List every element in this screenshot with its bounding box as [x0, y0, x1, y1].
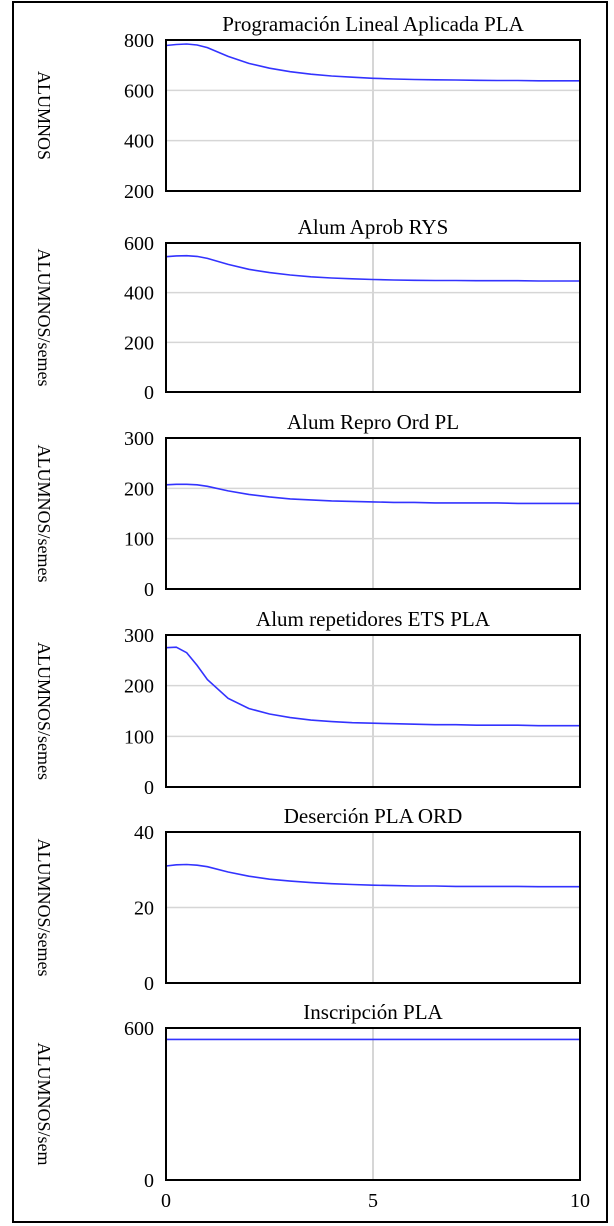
y-tick-label-3-0: 300: [124, 625, 154, 647]
plot-area-4: [165, 831, 581, 984]
y-tick-label-1-0: 600: [124, 233, 154, 255]
y-axis-label-3: ALUMNOS/semes: [34, 642, 54, 780]
x-tick-label-1: 5: [368, 1190, 378, 1212]
chart-title-0: Programación Lineal Aplicada PLA: [222, 12, 524, 36]
y-tick-label-5-1: 0: [144, 1170, 154, 1192]
y-axis-label-2: ALUMNOS/semes: [34, 445, 54, 583]
y-axis-label-4: ALUMNOS/semes: [34, 839, 54, 977]
y-tick-label-2-1: 200: [124, 478, 154, 500]
series-line-0-0: [165, 43, 580, 82]
stacked-line-charts: Programación Lineal Aplicada PLA 800 600 40…: [34, 12, 590, 1212]
y-tick-label-0-3: 200: [124, 181, 154, 203]
chart-title-1: Alum Aprob RYS: [298, 215, 449, 239]
chart-title-2: Alum Repro Ord PL: [287, 410, 459, 434]
chart-title-4: Deserción PLA ORD: [284, 804, 462, 828]
plot-area-3: [165, 634, 581, 788]
y-tick-label-3-2: 100: [124, 726, 154, 748]
plot-area-5: [165, 1027, 581, 1181]
y-axis-label-0: ALUMNOS: [34, 71, 54, 160]
y-tick-label-0-1: 600: [124, 80, 154, 102]
y-tick-label-2-2: 100: [124, 529, 154, 551]
chart-title-3: Alum repetidores ETS PLA: [256, 607, 491, 631]
series-line-3-0: [165, 646, 580, 727]
chart-title-5: Inscripción PLA: [303, 1000, 443, 1024]
chart-frame: Programación Lineal Aplicada PLA 800 600 40…: [12, 1, 608, 1223]
x-tick-label-0: 0: [161, 1190, 171, 1212]
plot-area-1: [165, 242, 581, 393]
x-tick-label-2: 10: [570, 1190, 590, 1212]
series-line-2-0: [165, 483, 580, 505]
y-tick-label-2-0: 300: [124, 428, 154, 450]
y-tick-label-5-0: 600: [124, 1018, 154, 1040]
y-tick-label-4-2: 0: [144, 973, 154, 995]
y-tick-label-1-1: 400: [124, 283, 154, 305]
y-tick-label-2-3: 0: [144, 579, 154, 601]
series-line-1-0: [165, 254, 580, 282]
y-tick-label-4-1: 20: [134, 898, 154, 920]
y-tick-label-0-0: 800: [124, 30, 154, 52]
y-tick-label-1-3: 0: [144, 382, 154, 404]
y-tick-label-1-2: 200: [124, 332, 154, 354]
y-tick-label-0-2: 400: [124, 131, 154, 153]
y-tick-label-4-0: 40: [134, 822, 154, 844]
plot-area-0: [165, 39, 581, 192]
y-tick-label-3-3: 0: [144, 777, 154, 799]
y-axis-label-1: ALUMNOS/semes: [34, 249, 54, 387]
y-tick-label-3-1: 200: [124, 676, 154, 698]
plot-area-2: [165, 437, 581, 590]
series-line-4-0: [165, 863, 580, 888]
y-axis-label-5: ALUMNOS/sem: [34, 1042, 54, 1165]
